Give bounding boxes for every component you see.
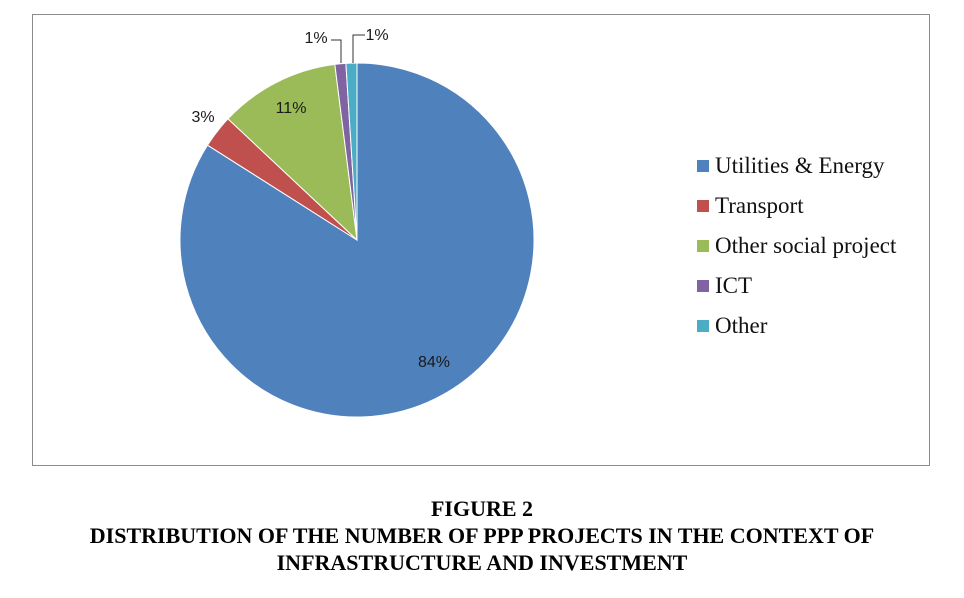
data-labels: 84% 3% 11% 1% 1% — [191, 27, 450, 371]
pie-slice-other — [345, 62, 358, 241]
leader-line-other — [352, 34, 365, 63]
legend-item-ict: ICT — [697, 266, 927, 306]
legend: Utilities & Energy Transport Other social … — [697, 146, 927, 346]
figure-title-line-2: INFRASTRUCTURE AND INVESTMENT — [276, 550, 688, 575]
data-label-other: 1% — [365, 27, 388, 44]
leader-line-ict — [331, 39, 342, 63]
legend-label-ict: ICT — [715, 273, 753, 298]
legend-item-other-social-project: Other social project — [697, 226, 927, 266]
legend-swatch-transport — [697, 200, 709, 212]
legend-item-transport: Transport — [697, 186, 927, 226]
data-label-utilities-energy: 84% — [418, 354, 450, 371]
data-label-other-social-project: 11% — [276, 100, 307, 117]
figure-title-line-1: DISTRIBUTION OF THE NUMBER OF PPP PROJEC… — [89, 523, 875, 548]
legend-swatch-other — [697, 320, 709, 332]
pie-slice-utilities-energy — [179, 62, 535, 418]
legend-label-transport: Transport — [715, 193, 804, 218]
legend-label-other: Other — [715, 313, 768, 338]
leader-lines — [331, 34, 365, 63]
legend-item-other: Other — [697, 306, 927, 346]
legend-item-utilities-energy: Utilities & Energy — [697, 146, 927, 186]
pie-slice-other-social-project — [227, 63, 358, 242]
data-label-ict: 1% — [304, 30, 327, 47]
legend-swatch-other-social-project — [697, 240, 709, 252]
legend-swatch-utilities-energy — [697, 160, 709, 172]
pie-slices — [179, 62, 535, 418]
figure-number: FIGURE 2 — [430, 496, 534, 521]
legend-swatch-ict — [697, 280, 709, 292]
data-label-transport: 3% — [191, 109, 214, 126]
legend-label-other-social-project: Other social project — [715, 233, 897, 258]
legend-label-utilities-energy: Utilities & Energy — [715, 153, 885, 178]
